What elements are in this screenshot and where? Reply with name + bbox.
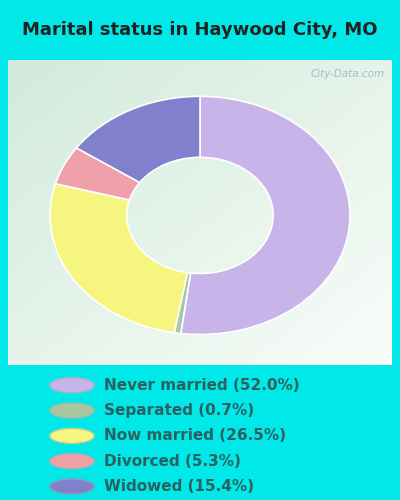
Wedge shape	[174, 272, 190, 334]
Circle shape	[50, 479, 94, 494]
Text: Never married (52.0%): Never married (52.0%)	[104, 378, 300, 393]
Wedge shape	[50, 184, 188, 332]
Wedge shape	[181, 96, 350, 334]
Circle shape	[50, 403, 94, 418]
Text: Now married (26.5%): Now married (26.5%)	[104, 428, 286, 444]
Text: Marital status in Haywood City, MO: Marital status in Haywood City, MO	[22, 21, 378, 39]
Circle shape	[50, 454, 94, 468]
Wedge shape	[56, 148, 140, 200]
Text: Divorced (5.3%): Divorced (5.3%)	[104, 454, 241, 468]
Circle shape	[50, 428, 94, 444]
Text: Separated (0.7%): Separated (0.7%)	[104, 403, 254, 418]
Wedge shape	[76, 96, 200, 182]
Text: City-Data.com: City-Data.com	[310, 69, 384, 79]
Circle shape	[50, 378, 94, 392]
Text: Widowed (15.4%): Widowed (15.4%)	[104, 479, 254, 494]
